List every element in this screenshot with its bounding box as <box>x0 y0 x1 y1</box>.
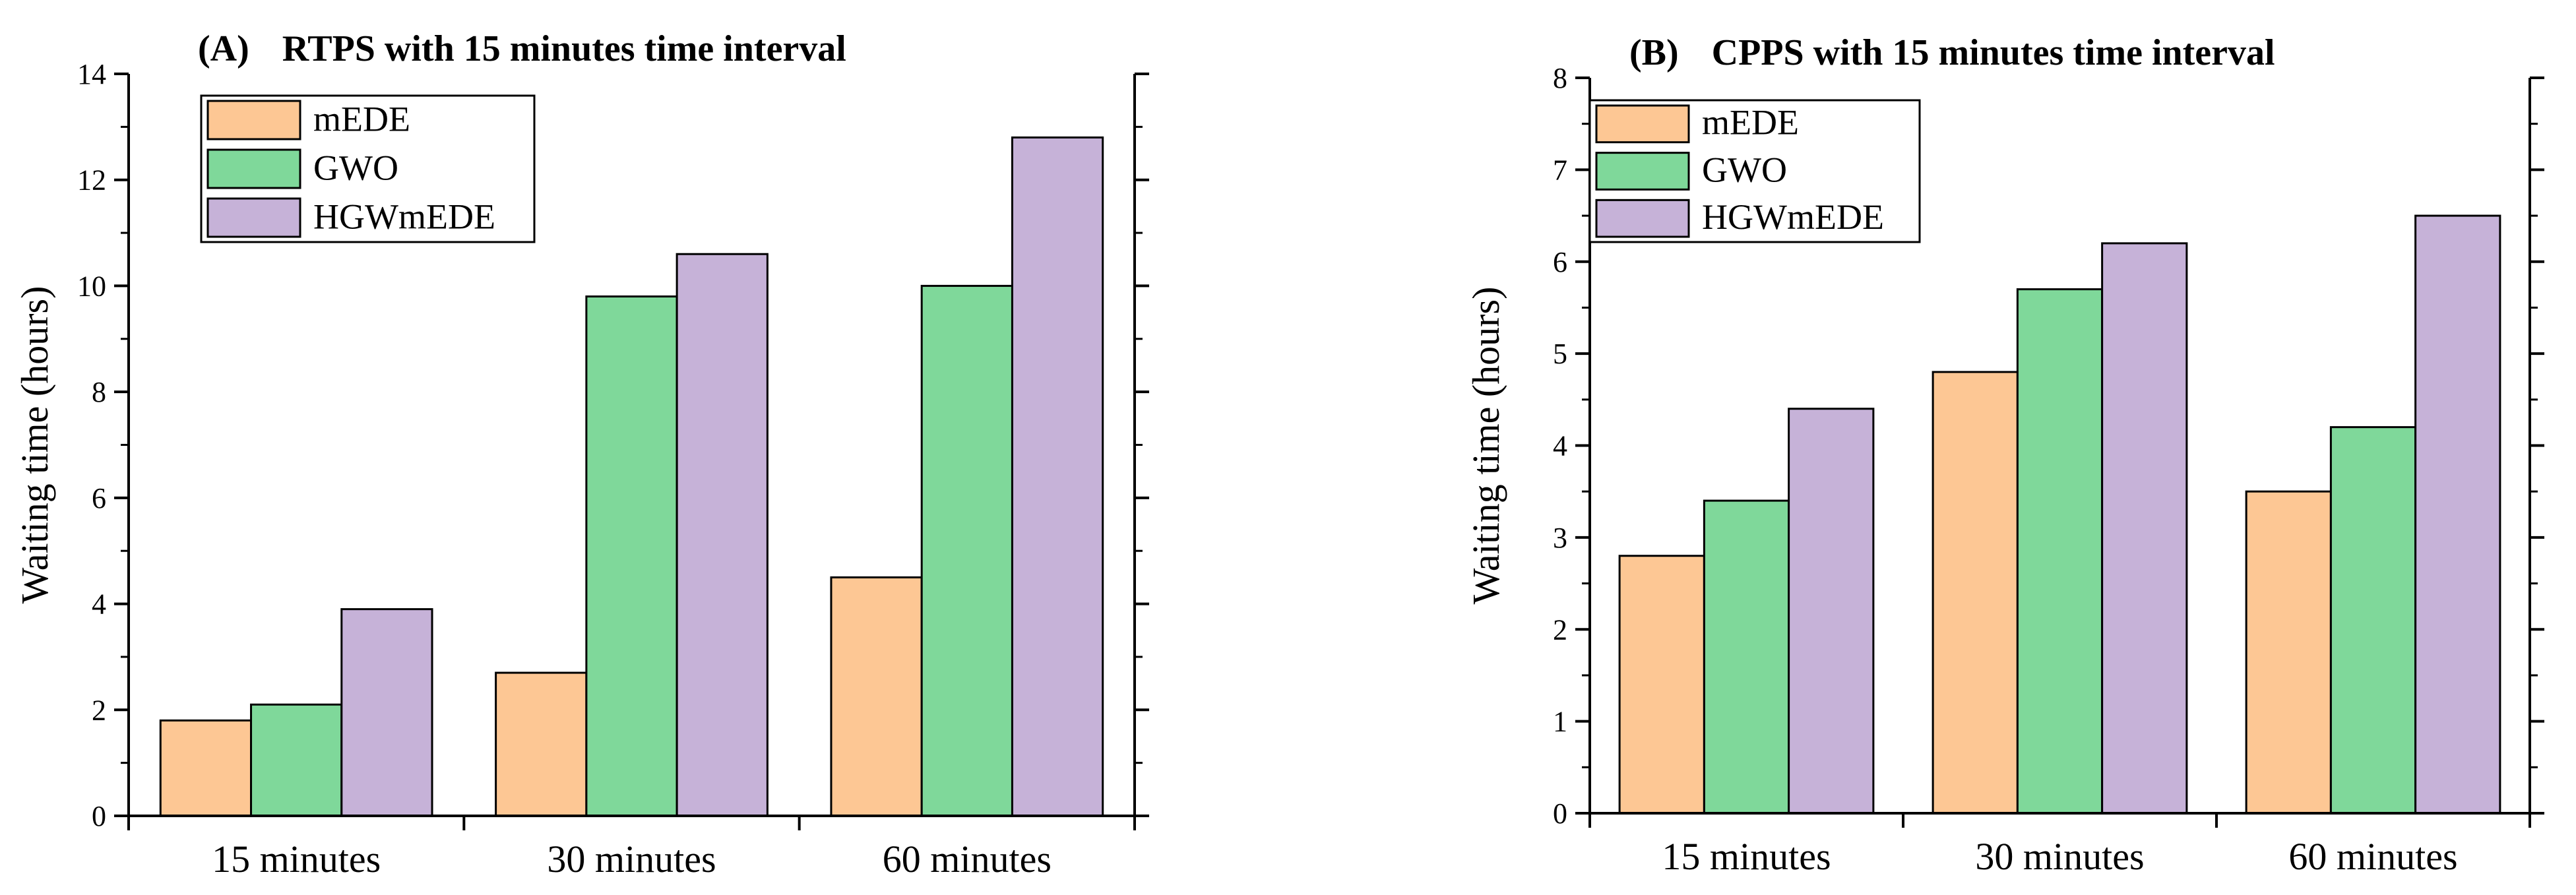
x-tick-label: 60 minutes <box>883 838 1052 880</box>
y-tick-label: 12 <box>77 164 106 197</box>
bar-mede-1 <box>1618 555 1705 815</box>
y-tick-label: 14 <box>77 58 106 90</box>
chart-title: (A) RTPS with 15 minutes time interval <box>198 28 846 69</box>
title-text: RTPS with 15 minutes time interval <box>282 28 846 69</box>
y-tick-label: 2 <box>1553 613 1567 646</box>
legend-swatch <box>1595 152 1690 191</box>
legend-label: HGWmEDE <box>313 197 495 236</box>
y-tick-label: 8 <box>1553 62 1567 94</box>
y-tick-label: 5 <box>1553 338 1567 370</box>
bar-mede-2 <box>1932 371 2019 815</box>
legend-swatch <box>206 197 301 238</box>
legend-label: GWO <box>313 148 398 187</box>
legend-swatch <box>1595 199 1690 238</box>
bar-hgwmede-2 <box>2101 242 2188 815</box>
bar-gwo-1 <box>250 703 343 817</box>
bar-gwo-3 <box>2329 426 2417 815</box>
bar-gwo-2 <box>585 295 678 817</box>
x-tick-label: 60 minutes <box>2288 835 2457 878</box>
bar-hgwmede-1 <box>340 608 433 817</box>
bar-gwo-2 <box>2016 288 2104 815</box>
bar-gwo-3 <box>920 284 1013 817</box>
y-tick-label: 6 <box>92 482 106 514</box>
bar-hgwmede-3 <box>2414 214 2501 815</box>
bar-hgwmede-1 <box>1788 408 1875 815</box>
bar-mede-2 <box>495 671 588 817</box>
legend-label: GWO <box>1702 150 1787 189</box>
y-tick-label: 3 <box>1553 522 1567 554</box>
bar-hgwmede-2 <box>675 253 769 817</box>
legend-label: mEDE <box>1702 103 1799 142</box>
y-tick-label: 0 <box>1553 797 1567 830</box>
panel-label: (B) <box>1629 32 1679 73</box>
bar-gwo-1 <box>1703 499 1790 815</box>
y-axis-label: Waiting time (hours) <box>1464 287 1507 605</box>
y-tick-label: 7 <box>1553 154 1567 186</box>
y-tick-label: 2 <box>92 694 106 726</box>
x-tick-label: 15 minutes <box>1662 835 1831 878</box>
y-tick-label: 4 <box>1553 430 1567 462</box>
y-tick-label: 8 <box>92 376 106 408</box>
y-tick-label: 10 <box>77 270 106 302</box>
legend-swatch <box>206 148 301 189</box>
legend-swatch <box>206 100 301 140</box>
legend-label: mEDE <box>313 99 410 139</box>
panel-a: 0 2 4 6 8 10 12 14 15 minutes 30 minutes 60 minute… <box>13 28 1149 880</box>
title-text: CPPS with 15 minutes time interval <box>1712 32 2275 73</box>
panel-b: 0 1 2 3 4 5 6 7 8 15 minutes 30 minutes 60 minutes W… <box>1464 32 2544 878</box>
bar-hgwmede-3 <box>1011 136 1104 817</box>
bar-mede-1 <box>159 719 253 817</box>
x-tick-label: 15 minutes <box>212 838 381 880</box>
x-tick-label: 30 minutes <box>547 838 716 880</box>
chart-title: (B) CPPS with 15 minutes time interval <box>1629 32 2275 73</box>
panel-label: (A) <box>198 28 249 69</box>
y-axis-label: Waiting time (hours) <box>13 286 56 604</box>
y-tick-label: 1 <box>1553 706 1567 738</box>
bar-mede-3 <box>2245 490 2332 815</box>
x-tick-label: 30 minutes <box>1975 835 2144 878</box>
legend-label: HGWmEDE <box>1702 197 1884 237</box>
y-tick-label: 4 <box>92 588 106 621</box>
bar-mede-3 <box>830 576 923 817</box>
y-tick-label: 0 <box>92 800 106 832</box>
y-tick-label: 6 <box>1553 246 1567 278</box>
legend-swatch <box>1595 104 1690 144</box>
